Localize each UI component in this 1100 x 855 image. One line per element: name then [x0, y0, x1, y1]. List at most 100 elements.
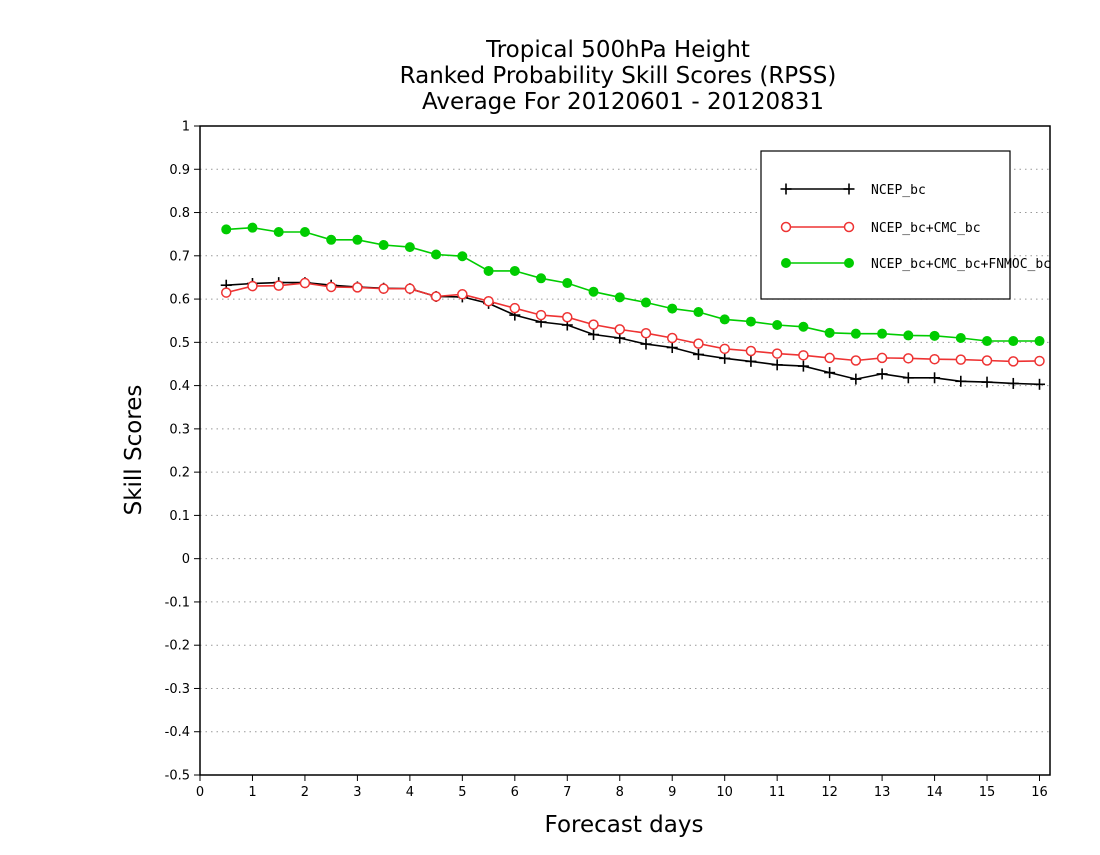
- series-2-point: [483, 295, 494, 307]
- x-tick-label: 0: [196, 785, 204, 800]
- chart-title: Tropical 500hPa Height Ranked Probabilit…: [400, 37, 837, 115]
- series-2-point: [404, 283, 416, 294]
- series-2-point: [352, 282, 363, 293]
- series-2-point: [273, 280, 284, 291]
- series-2: [220, 277, 1045, 367]
- series-1-point: [588, 329, 600, 341]
- x-tick-label: 11: [769, 785, 786, 800]
- series-3-point: [431, 249, 442, 260]
- y-tick-label: 0.1: [169, 509, 190, 524]
- series-2-point: [457, 289, 468, 300]
- chart-title-line-1: Tropical 500hPa Height: [485, 37, 750, 63]
- series-3-point: [640, 297, 651, 308]
- series-2-point: [299, 277, 311, 289]
- x-tick-label: 6: [511, 785, 519, 800]
- series-2-point: [562, 311, 573, 323]
- series-3-point: [824, 327, 835, 338]
- series-3-point: [745, 316, 756, 327]
- x-tick-label: 8: [616, 785, 624, 800]
- series-3-point: [352, 234, 363, 245]
- series-3-point: [273, 227, 284, 238]
- series-3-point: [929, 330, 940, 341]
- series-1-point: [771, 359, 783, 371]
- series-3-point: [457, 251, 468, 262]
- series-2-point: [378, 283, 389, 294]
- series-2-point: [509, 302, 521, 314]
- series-3-point: [1008, 336, 1019, 347]
- series-2-point: [666, 332, 678, 344]
- y-tick-label: -0.1: [165, 595, 190, 610]
- y-tick-label: -0.5: [165, 769, 190, 784]
- series-3-point: [955, 333, 966, 344]
- y-tick-label: 1: [182, 120, 190, 135]
- chart-title-line-2: Ranked Probability Skill Scores (RPSS): [400, 63, 837, 89]
- y-tick-label: 0.2: [169, 466, 190, 481]
- series-2-point: [824, 352, 835, 364]
- series-1-point: [719, 352, 731, 364]
- y-axis-ticks: 1 0.9 0.8 0.7 0.6 0.5 0.4 0.3 0.2 0.1 0 -0.1 -0.2 -0.…: [165, 120, 200, 784]
- series-2-point: [588, 319, 599, 330]
- series-2-point: [640, 327, 652, 339]
- series-2-point: [745, 345, 757, 357]
- y-axis-label: Skill Scores: [121, 385, 147, 516]
- series-3-point: [614, 292, 625, 303]
- series-3-point: [509, 265, 520, 276]
- series-2-point: [981, 355, 993, 366]
- y-tick-label: -0.2: [165, 639, 190, 654]
- series-3-point: [798, 321, 809, 332]
- series-1-point: [850, 373, 862, 385]
- legend-marker: [843, 221, 855, 233]
- series-1-point: [1034, 378, 1046, 390]
- series-2-point: [220, 287, 232, 298]
- series-2-point: [929, 353, 940, 365]
- series-3-point: [536, 273, 547, 284]
- series-2-point: [876, 352, 888, 364]
- legend-box: [760, 150, 1011, 300]
- y-tick-label: 0.6: [169, 293, 190, 308]
- legend-entry-1: NCEP_bc: [780, 183, 926, 198]
- x-axis-label: Forecast days: [545, 812, 704, 838]
- series-1-point: [876, 368, 888, 380]
- series-2-point: [247, 280, 258, 292]
- legend-marker: [781, 258, 791, 268]
- y-tick-label: -0.4: [165, 725, 190, 740]
- legend-entry-2: NCEP_bc+CMC_bc: [780, 221, 981, 236]
- legend-label: NCEP_bc+CMC_bc+FNMOC_bc: [871, 257, 1051, 272]
- series-3-point: [772, 320, 783, 331]
- chart-title-line-3: Average For 20120601 - 20120831: [422, 89, 824, 115]
- series-3-point: [588, 286, 599, 297]
- x-tick-label: 14: [926, 785, 943, 800]
- series-3-point: [378, 239, 389, 250]
- legend-entry-3: NCEP_bc+CMC_bc+FNMOC_bc: [781, 257, 1051, 272]
- series-1-point: [640, 338, 652, 350]
- x-tick-label: 7: [563, 785, 571, 800]
- legend-marker: [780, 221, 792, 233]
- series-1-point: [692, 348, 704, 360]
- legend-label: NCEP_bc: [871, 183, 926, 198]
- x-tick-label: 10: [716, 785, 733, 800]
- series-1-point: [955, 375, 967, 387]
- series-3-point: [719, 314, 730, 325]
- series-1-point: [824, 367, 836, 379]
- y-tick-label: 0.5: [169, 336, 190, 351]
- series-3-point: [299, 227, 310, 238]
- series-1-point: [797, 360, 809, 372]
- legend-marker: [843, 183, 855, 195]
- series-2-point: [1008, 356, 1019, 367]
- x-tick-label: 16: [1031, 785, 1048, 800]
- series-1-point: [929, 372, 941, 384]
- x-tick-label: 4: [406, 785, 414, 800]
- y-tick-label: 0.4: [169, 379, 190, 394]
- x-tick-label: 5: [458, 785, 466, 800]
- series-3-point: [1034, 336, 1045, 347]
- series-1-point: [745, 355, 757, 367]
- x-tick-label: 15: [979, 785, 996, 800]
- x-tick-label: 3: [353, 785, 361, 800]
- legend-label: NCEP_bc+CMC_bc: [871, 221, 981, 236]
- series-2-point: [1034, 355, 1045, 367]
- series-3-point: [326, 234, 337, 245]
- x-axis-ticks: 0 1 2 3 4 5 6 7 8 9 10 11 12 13 14 15 16: [196, 775, 1048, 800]
- series-2-point: [719, 343, 730, 355]
